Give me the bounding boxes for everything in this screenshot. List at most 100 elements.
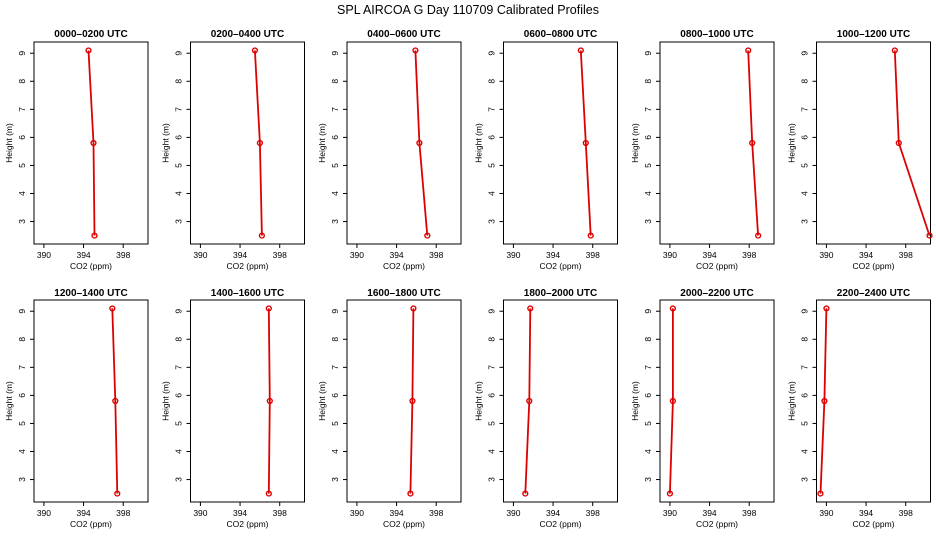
panel-title: 0800–1000 UTC [680, 29, 753, 40]
data-point [577, 47, 584, 54]
y-tick-label: 6 [643, 393, 653, 398]
x-axis-label: CO2 (ppm) [696, 261, 738, 271]
panel-title: 0000–0200 UTC [54, 29, 127, 40]
y-axis-label: Height (m) [474, 381, 484, 421]
panel-title: 2000–2200 UTC [680, 288, 753, 299]
y-tick-label: 7 [643, 107, 653, 112]
y-tick-label: 5 [174, 421, 184, 426]
plot-frame [659, 299, 775, 503]
profile-panel: 1400–1600 UTC 390 394 398 3 4 5 6 7 8 9 CO2 (ppm) He… [161, 288, 305, 529]
y-tick-label: 9 [174, 309, 184, 314]
y-tick-label: 6 [487, 135, 497, 140]
y-tick-label: 3 [487, 219, 497, 224]
x-tick-label: 394 [233, 508, 247, 518]
y-tick-label: 7 [17, 107, 27, 112]
data-point [258, 232, 265, 239]
y-tick-label: 8 [487, 337, 497, 342]
y-tick-label: 4 [800, 449, 810, 454]
y-tick-label: 5 [643, 163, 653, 168]
profile-panel: 2000–2200 UTC 390 394 398 3 4 5 6 7 8 9 CO2 (ppm) He… [630, 288, 775, 529]
x-tick-label: 390 [819, 508, 833, 518]
y-tick-label: 8 [800, 79, 810, 84]
y-tick-label: 9 [643, 51, 653, 56]
y-tick-label: 8 [174, 79, 184, 84]
x-axis-label: CO2 (ppm) [696, 519, 738, 529]
y-tick-label: 4 [330, 191, 340, 196]
data-point [85, 47, 92, 54]
x-tick-label: 398 [742, 508, 756, 518]
data-point [407, 490, 414, 497]
plot-frame [816, 299, 931, 503]
x-tick-label: 398 [429, 250, 443, 260]
y-tick-label: 3 [800, 219, 810, 224]
x-axis-label: CO2 (ppm) [852, 261, 894, 271]
profile-panel: 1200–1400 UTC 390 394 398 3 4 5 6 7 8 9 CO2 (ppm) He… [4, 288, 149, 529]
x-tick-label: 394 [859, 250, 873, 260]
y-tick-label: 5 [487, 421, 497, 426]
data-point [669, 397, 676, 405]
data-point [91, 232, 98, 239]
data-point [527, 305, 534, 312]
y-tick-label: 6 [643, 135, 653, 140]
data-point [409, 397, 416, 405]
x-axis-label: CO2 (ppm) [539, 261, 581, 271]
y-tick-label: 9 [487, 51, 497, 56]
x-tick-label: 390 [193, 250, 207, 260]
x-tick-label: 390 [663, 508, 677, 518]
profile-line [111, 308, 119, 494]
data-point [823, 305, 830, 312]
y-tick-label: 7 [174, 365, 184, 370]
y-axis-label: Height (m) [161, 381, 171, 421]
y-tick-label: 4 [174, 191, 184, 196]
y-tick-label: 8 [330, 337, 340, 342]
x-tick-label: 398 [899, 250, 913, 260]
data-point [256, 139, 263, 147]
y-tick-label: 8 [17, 79, 27, 84]
profile-line [819, 308, 828, 494]
y-tick-label: 6 [800, 135, 810, 140]
x-axis-label: CO2 (ppm) [383, 519, 425, 529]
y-tick-label: 9 [330, 51, 340, 56]
x-tick-label: 394 [389, 508, 403, 518]
x-tick-label: 394 [546, 508, 560, 518]
y-tick-label: 9 [17, 309, 27, 314]
data-point [587, 232, 594, 239]
y-axis-label: Height (m) [787, 123, 797, 163]
data-point [526, 397, 533, 405]
y-tick-label: 5 [330, 421, 340, 426]
x-tick-label: 398 [742, 250, 756, 260]
profile-panel: 0600–0800 UTC 390 394 398 3 4 5 6 7 8 9 CO2 (ppm) He… [474, 29, 618, 271]
x-tick-label: 398 [116, 250, 130, 260]
data-point [669, 305, 676, 312]
x-tick-label: 394 [702, 250, 716, 260]
y-tick-label: 6 [174, 393, 184, 398]
data-point [114, 490, 121, 497]
data-point [265, 490, 272, 497]
data-point [755, 232, 762, 239]
plot-frame [659, 41, 775, 245]
profile-line [267, 308, 271, 494]
y-tick-label: 6 [17, 135, 27, 140]
profile-line [893, 50, 931, 236]
profile-line [669, 308, 674, 494]
y-tick-label: 6 [330, 135, 340, 140]
y-tick-label: 4 [330, 449, 340, 454]
y-tick-label: 3 [330, 219, 340, 224]
profile-line [87, 50, 96, 236]
y-tick-label: 9 [800, 309, 810, 314]
y-tick-label: 8 [800, 337, 810, 342]
x-tick-label: 390 [37, 250, 51, 260]
data-point [895, 139, 902, 147]
x-tick-label: 394 [546, 250, 560, 260]
y-tick-label: 3 [174, 219, 184, 224]
y-tick-label: 9 [487, 309, 497, 314]
x-tick-label: 394 [76, 508, 90, 518]
x-axis-label: CO2 (ppm) [226, 519, 268, 529]
data-point [926, 232, 933, 239]
x-tick-label: 394 [233, 250, 247, 260]
x-tick-label: 390 [506, 250, 520, 260]
plot-frame [33, 41, 149, 245]
x-tick-label: 394 [859, 508, 873, 518]
x-tick-label: 390 [350, 250, 364, 260]
y-tick-label: 6 [800, 393, 810, 398]
